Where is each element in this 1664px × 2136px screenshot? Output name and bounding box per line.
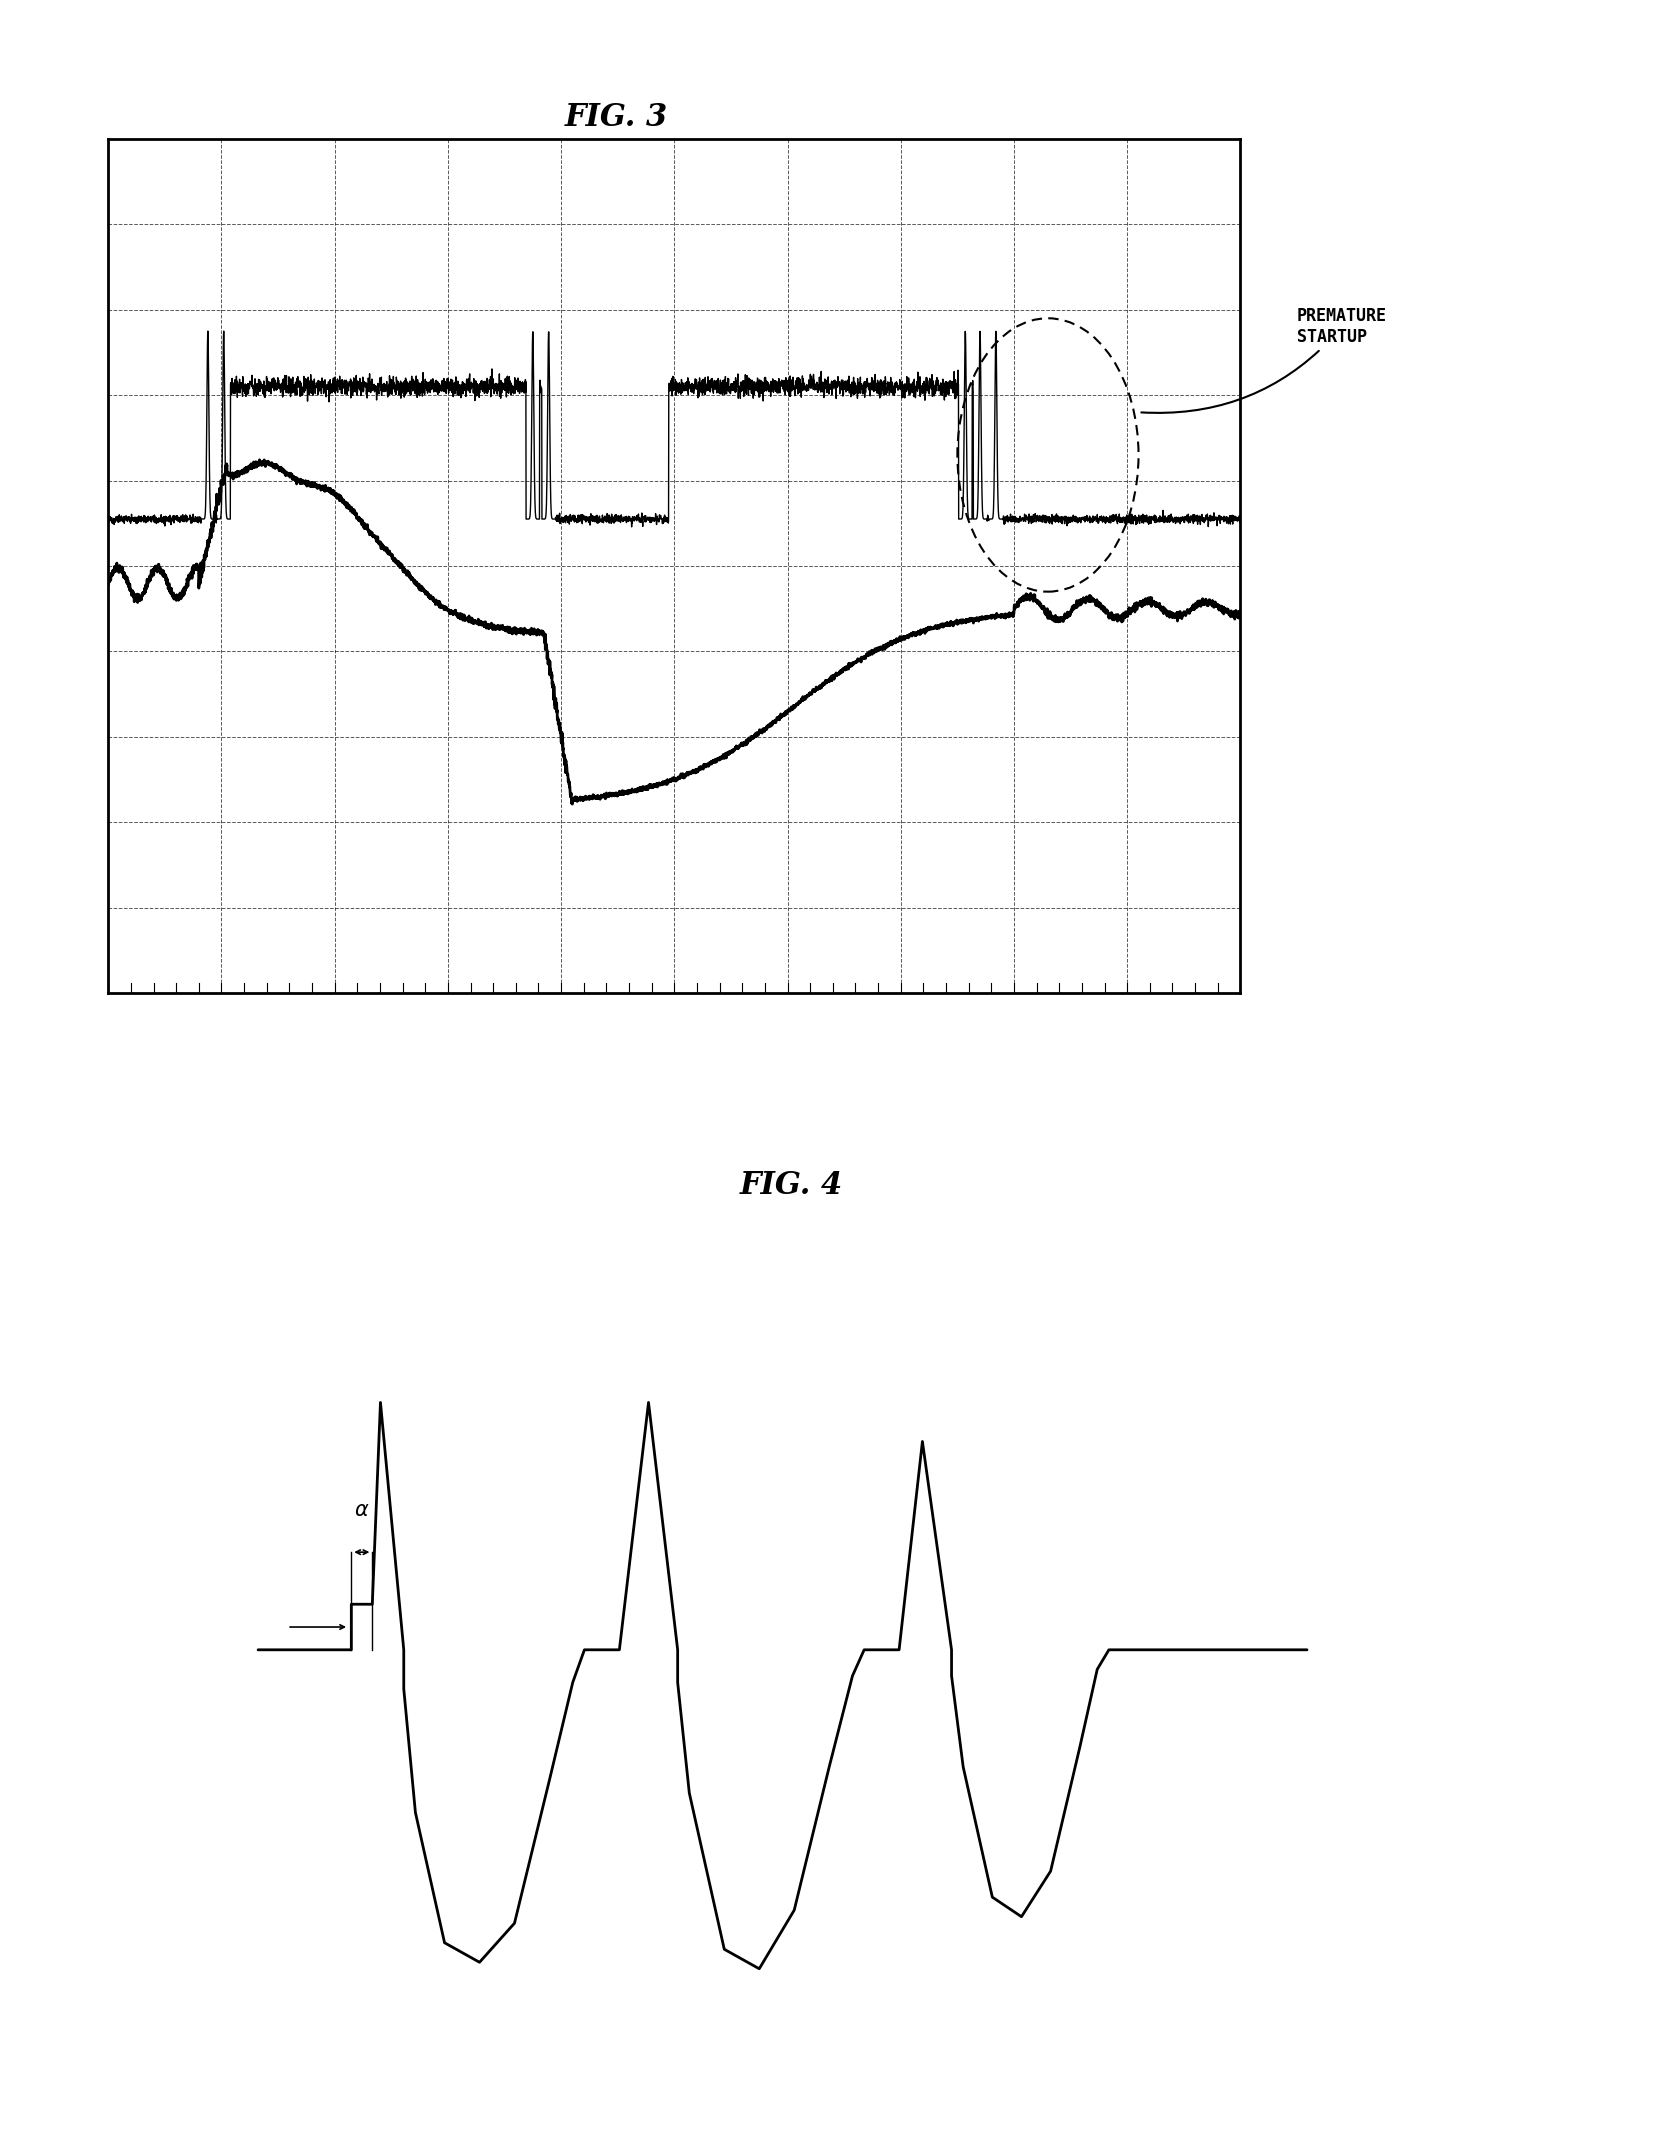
Text: PREMATURE
STARTUP: PREMATURE STARTUP: [1140, 308, 1386, 412]
Text: $\alpha$: $\alpha$: [354, 1502, 369, 1519]
Text: FIG. 4: FIG. 4: [739, 1171, 842, 1200]
Text: FIG. 3: FIG. 3: [564, 103, 667, 132]
